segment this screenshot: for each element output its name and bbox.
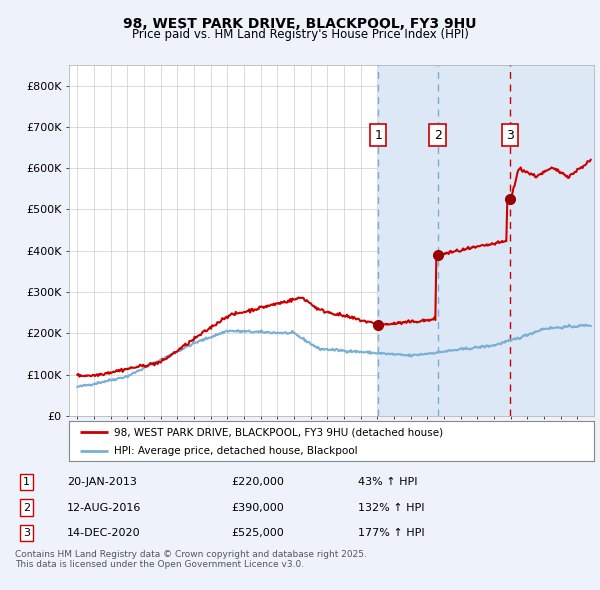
- Text: 98, WEST PARK DRIVE, BLACKPOOL, FY3 9HU (detached house): 98, WEST PARK DRIVE, BLACKPOOL, FY3 9HU …: [113, 427, 443, 437]
- Text: 1: 1: [374, 129, 382, 142]
- Text: 2: 2: [23, 503, 30, 513]
- Text: Contains HM Land Registry data © Crown copyright and database right 2025.
This d: Contains HM Land Registry data © Crown c…: [15, 550, 367, 569]
- Text: 98, WEST PARK DRIVE, BLACKPOOL, FY3 9HU: 98, WEST PARK DRIVE, BLACKPOOL, FY3 9HU: [123, 17, 477, 31]
- Text: £390,000: £390,000: [231, 503, 284, 513]
- Text: £525,000: £525,000: [231, 528, 284, 538]
- Text: 3: 3: [23, 528, 30, 538]
- Text: 20-JAN-2013: 20-JAN-2013: [67, 477, 137, 487]
- Text: 3: 3: [506, 129, 514, 142]
- Bar: [378, 65, 594, 416]
- Text: Price paid vs. HM Land Registry's House Price Index (HPI): Price paid vs. HM Land Registry's House …: [131, 28, 469, 41]
- Text: £220,000: £220,000: [231, 477, 284, 487]
- Text: HPI: Average price, detached house, Blackpool: HPI: Average price, detached house, Blac…: [113, 445, 357, 455]
- Text: 2: 2: [434, 129, 442, 142]
- Text: 12-AUG-2016: 12-AUG-2016: [67, 503, 141, 513]
- Text: 14-DEC-2020: 14-DEC-2020: [67, 528, 140, 538]
- Text: 132% ↑ HPI: 132% ↑ HPI: [358, 503, 424, 513]
- Text: 43% ↑ HPI: 43% ↑ HPI: [358, 477, 417, 487]
- Text: 177% ↑ HPI: 177% ↑ HPI: [358, 528, 424, 538]
- Text: 1: 1: [23, 477, 30, 487]
